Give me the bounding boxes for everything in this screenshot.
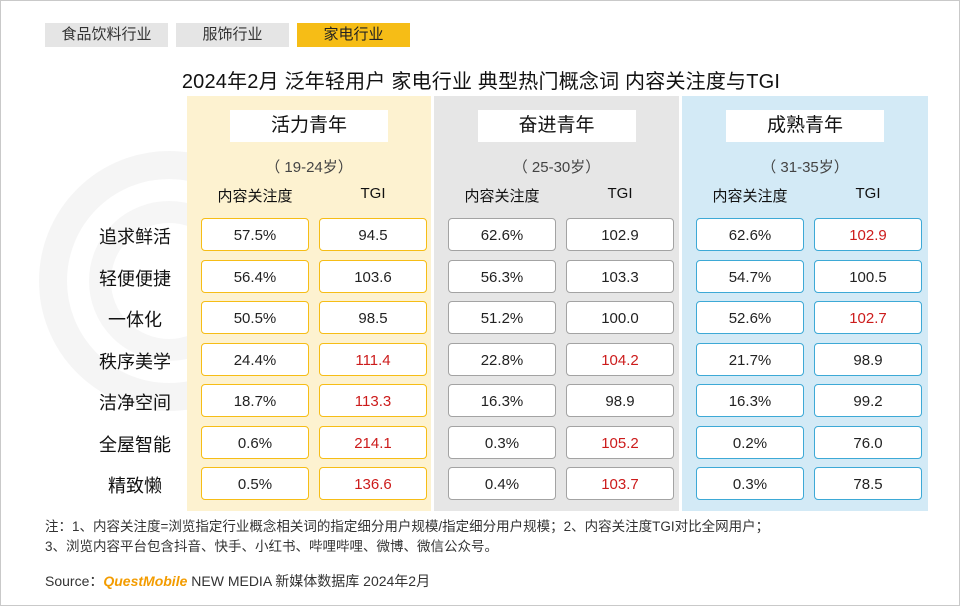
attention-cell: 16.3% (696, 384, 804, 417)
attention-cell: 56.3% (448, 259, 556, 293)
tab-apparel[interactable]: 服饰行业 (176, 23, 289, 47)
attention-cell: 0.6% (201, 425, 309, 459)
group-age-range: （ 31-35岁） (761, 159, 849, 176)
tgi-cell: 136.6 (319, 467, 427, 500)
attention-cell: 54.7% (696, 259, 804, 293)
attention-cell: 22.8% (448, 342, 556, 376)
attention-cell: 18.7% (201, 384, 309, 417)
chart-title: 2024年2月 泛年轻用户 家电行业 典型热门概念词 内容关注度与TGI (181, 71, 781, 93)
row-label: 追求鲜活 (99, 227, 171, 247)
source-suffix: NEW MEDIA 新媒体数据库 2024年2月 (187, 573, 431, 589)
attention-cell: 56.4% (201, 259, 309, 293)
tgi-cell: 78.5 (814, 467, 922, 500)
tgi-cell: 100.0 (566, 301, 674, 334)
tgi-cell: 103.6 (319, 259, 427, 293)
group-title: 成熟青年 (726, 110, 884, 142)
tgi-cell: 76.0 (814, 425, 922, 459)
row-label: 精致懒 (108, 476, 162, 496)
column-header-tgi: TGI (607, 185, 633, 202)
attention-cell: 16.3% (448, 384, 556, 417)
attention-cell: 0.3% (448, 425, 556, 459)
attention-cell: 0.2% (696, 425, 804, 459)
tgi-cell: 113.3 (319, 384, 427, 417)
row-label: 一体化 (108, 310, 162, 330)
attention-cell: 0.3% (696, 467, 804, 500)
tgi-cell: 102.9 (814, 218, 922, 251)
footnote-line-2: 3、浏览内容平台包含抖音、快手、小红书、哔哩哔哩、微博、微信公众号。 (45, 539, 499, 554)
source-brand: QuestMobile (103, 573, 188, 589)
attention-cell: 50.5% (201, 301, 309, 334)
column-header-tgi: TGI (360, 185, 386, 202)
source-line: Source：QuestMobile NEW MEDIA 新媒体数据库 2024… (45, 571, 430, 591)
group-panel-1: 奋进青年 （ 25-30岁） 内容关注度 TGI 62.6% 102.9 56.3% 103.… (434, 96, 679, 511)
tgi-cell: 104.2 (566, 342, 674, 376)
attention-cell: 24.4% (201, 342, 309, 376)
source-prefix: Source： (45, 573, 104, 589)
tab-food-beverage[interactable]: 食品饮料行业 (45, 23, 168, 47)
group-age-range: （ 25-30岁） (512, 159, 601, 176)
tgi-cell: 111.4 (319, 342, 427, 376)
group-panel-2: 成熟青年 （ 31-35岁） 内容关注度 TGI 62.6% 102.9 54.7% 100.… (682, 96, 928, 511)
group-panel-0: 活力青年 （ 19-24岁） 内容关注度 TGI 57.5% 94.5 56.4% 103.6… (187, 96, 431, 511)
tgi-cell: 105.2 (566, 425, 674, 459)
tgi-cell: 98.9 (566, 384, 674, 417)
attention-cell: 21.7% (696, 342, 804, 376)
footnote-line-1: 注：1、内容关注度=浏览指定行业概念相关词的指定细分用户规模/指定细分用户规模；… (45, 519, 770, 534)
tgi-cell: 102.7 (814, 301, 922, 334)
group-title: 奋进青年 (477, 110, 636, 142)
column-header-attention: 内容关注度 (217, 188, 293, 205)
tgi-cell: 98.5 (319, 301, 427, 334)
tgi-cell: 99.2 (814, 384, 922, 417)
column-header-attention: 内容关注度 (464, 188, 540, 205)
row-label: 洁净空间 (99, 393, 171, 413)
attention-cell: 52.6% (696, 301, 804, 334)
attention-cell: 62.6% (448, 218, 556, 251)
tgi-cell: 94.5 (319, 218, 427, 251)
row-label: 轻便便捷 (99, 268, 171, 289)
tgi-cell: 214.1 (319, 425, 427, 459)
row-label: 全屋智能 (99, 434, 171, 455)
attention-cell: 0.5% (201, 467, 309, 500)
group-title: 活力青年 (230, 110, 388, 142)
tgi-cell: 102.9 (566, 218, 674, 251)
attention-cell: 0.4% (448, 467, 556, 500)
industry-tabs: 食品饮料行业 服饰行业 家电行业 (45, 23, 410, 47)
group-age-range: （ 19-24岁） (265, 159, 353, 176)
tab-home-appliance[interactable]: 家电行业 (297, 23, 410, 47)
tgi-cell: 100.5 (814, 259, 922, 293)
footnote: 注：1、内容关注度=浏览指定行业概念相关词的指定细分用户规模/指定细分用户规模；… (45, 517, 769, 557)
column-header-attention: 内容关注度 (712, 188, 788, 205)
column-header-tgi: TGI (855, 185, 881, 202)
attention-cell: 62.6% (696, 218, 804, 251)
attention-cell: 51.2% (448, 301, 556, 334)
attention-cell: 57.5% (201, 218, 309, 251)
row-label: 秩序美学 (99, 351, 171, 372)
tgi-cell: 103.3 (566, 259, 674, 293)
tgi-cell: 103.7 (566, 467, 674, 500)
tgi-cell: 98.9 (814, 342, 922, 376)
